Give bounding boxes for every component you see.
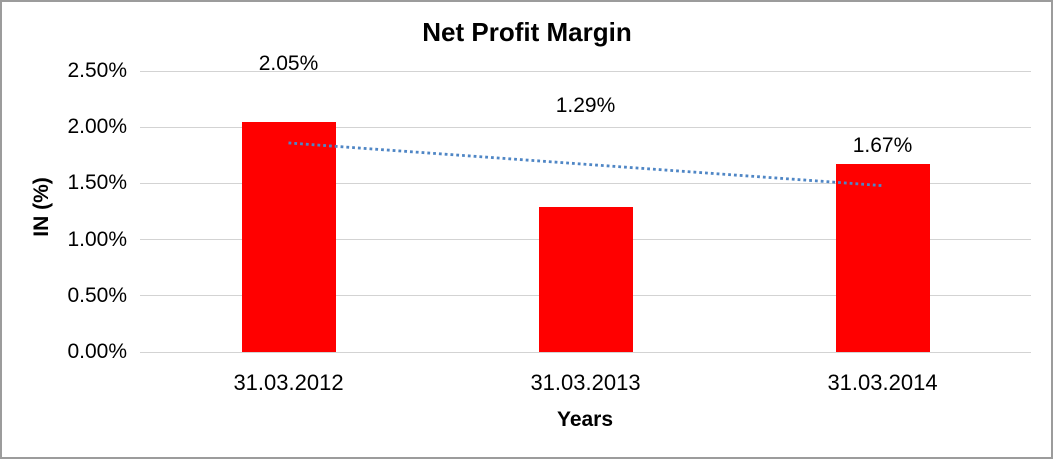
bar-31.03.2014 (835, 164, 930, 352)
y-axis-tick-label: 0.50% (67, 283, 127, 307)
bar-31.03.2013 (538, 207, 633, 352)
y-axis-tick-label: 0.00% (67, 340, 127, 363)
data-label: 2.05% (258, 52, 319, 75)
chart-title: Net Profit Margin (422, 17, 632, 47)
data-label: 1.29% (555, 94, 616, 117)
gridline (140, 70, 1031, 72)
y-axis-tick-label: 1.00% (67, 227, 127, 251)
x-axis-category-label: 31.03.2014 (827, 370, 938, 395)
y-axis-tick-label: 2.50% (67, 59, 127, 82)
data-label: 1.67% (852, 134, 913, 157)
y-axis-tick-label: 1.50% (67, 171, 127, 195)
x-axis-category-label: 31.03.2013 (530, 370, 641, 395)
linear-trendline (288, 141, 883, 188)
gridline (140, 351, 1031, 353)
gridline (140, 126, 1031, 128)
x-axis-title: Years (556, 408, 614, 431)
y-axis-tick-label: 2.00% (67, 115, 127, 139)
x-axis-category-label: 31.03.2012 (233, 370, 344, 395)
bar-31.03.2012 (241, 121, 336, 352)
